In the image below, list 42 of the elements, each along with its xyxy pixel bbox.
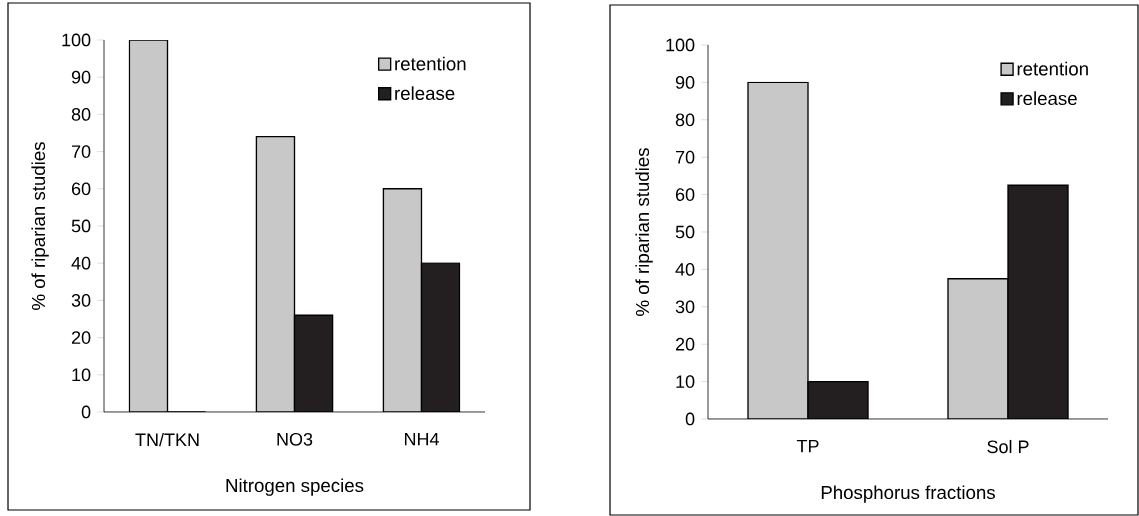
y-tick-label: 80 [675, 113, 695, 127]
y-axis-title: % of riparian studies [31, 142, 49, 310]
x-tick-label: NO3 [277, 432, 313, 446]
y-axis-title: % of riparian studies [635, 148, 653, 316]
y-tick-label: 70 [71, 145, 91, 158]
x-tick-label: NH4 [404, 432, 439, 446]
bar [1007, 184, 1069, 419]
y-tick-label: 0 [81, 405, 91, 419]
y-tick-label: 50 [675, 225, 695, 239]
y-tick-label: 90 [675, 76, 695, 89]
y-tick-label: 60 [71, 182, 91, 196]
legend-label: release [395, 86, 455, 101]
y-tick-label: 40 [675, 263, 695, 276]
bar [420, 262, 461, 412]
bar [128, 39, 169, 412]
y-tick-label: 100 [62, 33, 91, 47]
y-tick-label: 30 [675, 300, 695, 314]
y-tick-label: 50 [71, 219, 91, 233]
bar [382, 188, 423, 412]
y-tick-label: 70 [675, 150, 695, 164]
y-tick-label: 20 [71, 331, 91, 344]
y-tick-label: 100 [666, 38, 695, 52]
bar [293, 314, 334, 412]
bar [255, 136, 296, 412]
legend-label: retention [395, 56, 466, 71]
y-tick-label: 10 [72, 368, 91, 382]
y-tick-label: 90 [71, 70, 91, 84]
x-tick-label: TP [796, 439, 819, 453]
y-tick-label: 80 [71, 108, 91, 121]
x-axis-title: Phosphorus fractions [821, 485, 995, 503]
y-tick-label: 60 [675, 188, 695, 201]
x-tick-label: TN/TKN [135, 432, 199, 447]
x-axis-title: Nitrogen species [226, 478, 364, 496]
y-tick-label: 0 [685, 412, 695, 426]
y-tick-label: 10 [676, 375, 695, 388]
x-tick-label: Sol P [987, 439, 1029, 454]
y-tick-label: 30 [71, 294, 91, 307]
y-tick-label: 40 [71, 256, 91, 270]
bar [807, 380, 869, 419]
legend-label: release [1017, 91, 1077, 106]
legend-label: retention [1017, 61, 1088, 76]
y-tick-label: 20 [675, 337, 695, 351]
